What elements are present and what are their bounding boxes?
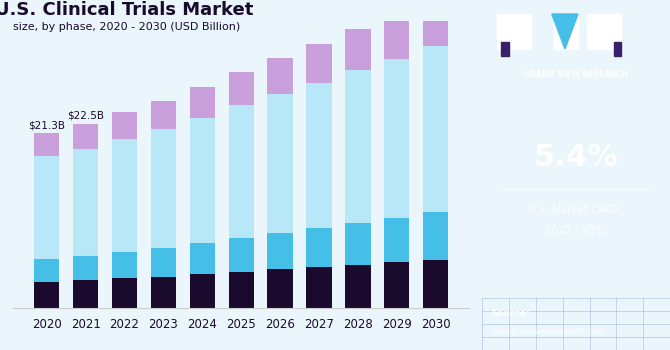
Text: $22.5B: $22.5B xyxy=(67,110,104,120)
Bar xyxy=(73,149,98,256)
Bar xyxy=(306,44,332,83)
Bar xyxy=(190,243,215,274)
Bar xyxy=(190,118,215,243)
Bar xyxy=(228,105,254,238)
Bar xyxy=(112,112,137,139)
Bar xyxy=(73,124,98,149)
Bar xyxy=(151,100,176,129)
Bar xyxy=(345,223,371,265)
Text: $21.3B: $21.3B xyxy=(28,120,65,130)
Bar xyxy=(34,259,60,282)
Bar xyxy=(614,42,621,56)
Bar xyxy=(190,86,215,118)
Bar xyxy=(345,70,371,223)
Bar xyxy=(423,212,448,260)
Bar xyxy=(151,248,176,277)
Bar xyxy=(384,15,409,59)
Bar xyxy=(112,279,137,308)
Bar xyxy=(345,265,371,308)
Text: GRAND VIEW RESEARCH: GRAND VIEW RESEARCH xyxy=(524,70,628,79)
Bar xyxy=(112,139,137,252)
Bar xyxy=(423,260,448,308)
Bar xyxy=(384,262,409,308)
Text: size, by phase, 2020 - 2030 (USD Billion): size, by phase, 2020 - 2030 (USD Billion… xyxy=(13,22,241,32)
Bar xyxy=(306,229,332,267)
Bar xyxy=(151,129,176,248)
Bar xyxy=(384,59,409,218)
Bar xyxy=(267,94,293,233)
Bar xyxy=(588,14,621,49)
Bar xyxy=(228,272,254,308)
Bar xyxy=(112,252,137,279)
Bar xyxy=(501,42,509,56)
Text: U.S. Market CAGR,: U.S. Market CAGR, xyxy=(528,205,624,215)
Bar xyxy=(384,218,409,262)
Bar xyxy=(553,14,578,49)
Bar xyxy=(267,58,293,94)
Legend: Phase I, Phase II, Phase III, Phase IV: Phase I, Phase II, Phase III, Phase IV xyxy=(70,346,412,350)
Bar xyxy=(73,280,98,308)
Bar xyxy=(151,277,176,308)
Text: 5.4%: 5.4% xyxy=(534,143,618,172)
Bar xyxy=(228,238,254,272)
Bar xyxy=(345,29,371,70)
Bar xyxy=(190,274,215,308)
Bar xyxy=(267,233,293,270)
Polygon shape xyxy=(552,14,578,49)
Text: Source:: Source: xyxy=(492,309,531,318)
Bar xyxy=(497,14,531,49)
Text: 2022 - 2030: 2022 - 2030 xyxy=(545,226,608,236)
Bar xyxy=(34,282,60,308)
Bar xyxy=(306,83,332,229)
Text: www.grandviewresearch.com: www.grandviewresearch.com xyxy=(492,327,604,336)
Bar xyxy=(423,0,448,46)
Bar xyxy=(34,133,60,156)
Text: U.S. Clinical Trials Market: U.S. Clinical Trials Market xyxy=(0,1,253,20)
Bar xyxy=(267,270,293,308)
Bar xyxy=(423,46,448,212)
Bar xyxy=(228,72,254,105)
Bar xyxy=(306,267,332,308)
Bar xyxy=(73,256,98,280)
Bar xyxy=(34,156,60,259)
